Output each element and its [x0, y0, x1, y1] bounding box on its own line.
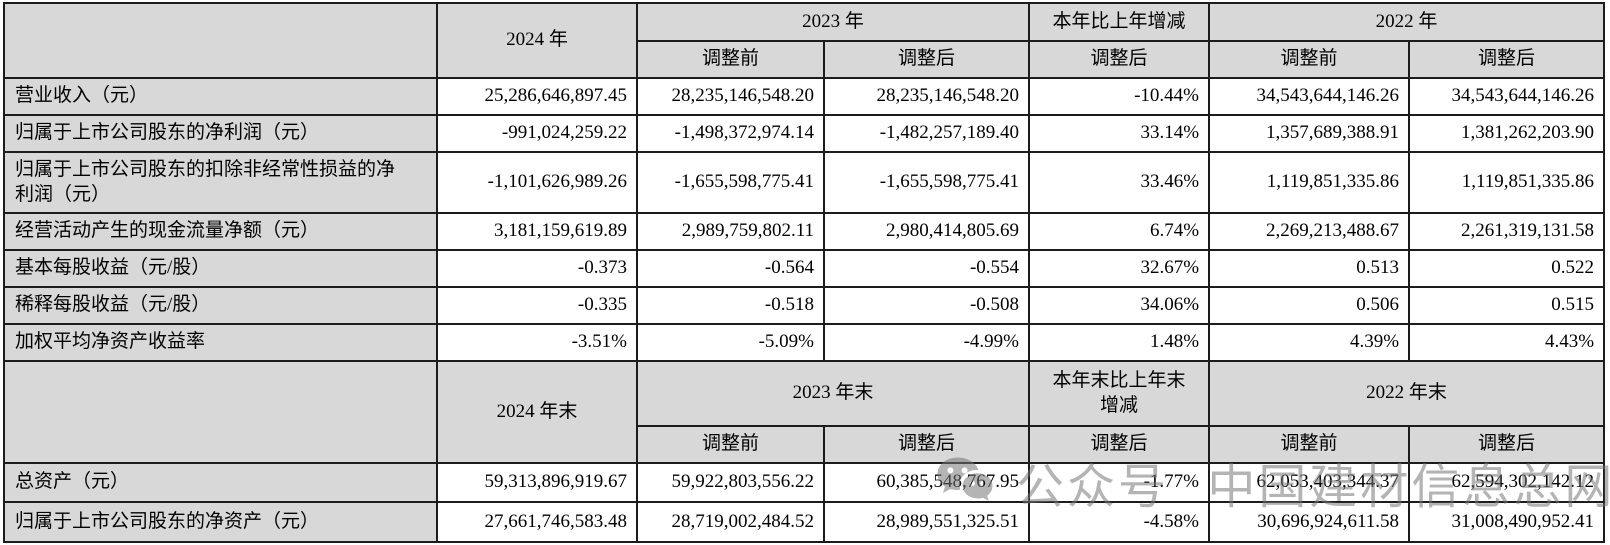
corner-cell	[3, 360, 438, 464]
value-cell: 4.39%	[1208, 323, 1411, 362]
row-label: 归属于上市公司股东的净利润（元）	[3, 114, 438, 153]
col-header-2022-end: 2022 年末	[1208, 360, 1606, 427]
table-row-revenue: 营业收入（元） 25,286,646,897.45 28,235,146,548…	[3, 77, 1606, 116]
header-row-years: 2024 年 2023 年 本年比上年增减 2022 年	[3, 2, 1606, 79]
subheader-2023-after: 调整后	[822, 40, 1031, 79]
row-label: 基本每股收益（元/股）	[3, 249, 438, 288]
value-cell: 31,008,490,952.41	[1408, 501, 1606, 543]
value-cell: 62,594,302,142.12	[1408, 462, 1606, 503]
value-cell: -5.09%	[636, 323, 825, 362]
value-cell: 2,980,414,805.69	[822, 212, 1031, 251]
value-cell: -1.77%	[1028, 462, 1211, 503]
value-cell: -3.51%	[436, 323, 638, 362]
value-cell: 1,357,689,388.91	[1208, 114, 1411, 153]
value-cell: -1,101,626,989.26	[436, 151, 638, 214]
col-header-2024: 2024 年	[436, 2, 638, 79]
row-label: 营业收入（元）	[3, 77, 438, 116]
value-cell: 1,119,851,335.86	[1208, 151, 1411, 214]
value-cell: 27,661,746,583.48	[436, 501, 638, 543]
col-header-yearend-change: 本年末比上年末 增减	[1028, 360, 1211, 427]
col-header-2023-end: 2023 年末	[635, 360, 1031, 427]
value-cell: 0.506	[1208, 286, 1411, 325]
table-row-net-assets: 归属于上市公司股东的净资产（元） 27,661,746,583.48 28,71…	[3, 501, 1606, 543]
value-cell: 1.48%	[1028, 323, 1211, 362]
header-row-yearend: 2024 年末 2023 年末 本年末比上年末 增减 2022 年末	[3, 360, 1606, 464]
table-row-operating-cash-flow: 经营活动产生的现金流量净额（元） 3,181,159,619.89 2,989,…	[3, 212, 1606, 251]
col-header-change: 本年比上年增减	[1028, 2, 1211, 42]
value-cell: -0.564	[636, 249, 825, 288]
subheader-2022-after: 调整后	[1408, 40, 1606, 79]
table-row-net-profit-excl-nonrecurring: 归属于上市公司股东的扣除非经常性损益的净 利润（元） -1,101,626,98…	[3, 151, 1606, 214]
value-cell: 0.522	[1408, 249, 1606, 288]
value-cell: 30,696,924,611.58	[1208, 501, 1411, 543]
value-cell: 25,286,646,897.45	[436, 77, 638, 116]
value-cell: 2,269,213,488.67	[1208, 212, 1411, 251]
subheader-2023-before: 调整前	[636, 40, 825, 79]
row-label: 经营活动产生的现金流量净额（元）	[3, 212, 438, 251]
value-cell: 1,381,262,203.90	[1408, 114, 1606, 153]
value-cell: -4.58%	[1028, 501, 1211, 543]
value-cell: 28,989,551,325.51	[822, 501, 1031, 543]
header-row-adjust: 调整前 调整后 调整后 调整前 调整后	[4, 40, 1606, 79]
value-cell: 3,181,159,619.89	[436, 212, 638, 251]
value-cell: 33.46%	[1028, 151, 1211, 214]
value-cell: 32.67%	[1028, 249, 1211, 288]
value-cell: -10.44%	[1028, 77, 1211, 116]
value-cell: -991,024,259.22	[436, 114, 638, 153]
value-cell: 28,719,002,484.52	[636, 501, 825, 543]
value-cell: 34,543,644,146.26	[1408, 77, 1606, 116]
header-row-adjust-2: 调整前 调整后 调整后 调整前 调整后	[4, 425, 1606, 464]
value-cell: 60,385,548,767.95	[822, 462, 1031, 503]
value-cell: 1,119,851,335.86	[1408, 151, 1606, 214]
value-cell: 62,053,403,344.37	[1208, 462, 1411, 503]
value-cell: -1,655,598,775.41	[636, 151, 825, 214]
value-cell: 59,313,896,919.67	[436, 462, 638, 503]
value-cell: 2,989,759,802.11	[636, 212, 825, 251]
row-label: 归属于上市公司股东的净资产（元）	[3, 501, 438, 543]
subheader-2023end-before: 调整前	[636, 425, 825, 464]
corner-cell	[3, 2, 438, 79]
value-cell: 28,235,146,548.20	[822, 77, 1031, 116]
value-cell: 0.513	[1208, 249, 1411, 288]
table-row-total-assets: 总资产（元） 59,313,896,919.67 59,922,803,556.…	[3, 462, 1606, 503]
value-cell: 28,235,146,548.20	[636, 77, 825, 116]
value-cell: -0.335	[436, 286, 638, 325]
value-cell: -1,655,598,775.41	[822, 151, 1031, 214]
value-cell: 2,261,319,131.58	[1408, 212, 1606, 251]
row-label: 加权平均净资产收益率	[3, 323, 438, 362]
value-cell: 34,543,644,146.26	[1208, 77, 1411, 116]
value-cell: -4.99%	[822, 323, 1031, 362]
table-row-net-profit: 归属于上市公司股东的净利润（元） -991,024,259.22 -1,498,…	[3, 114, 1606, 153]
col-header-2023: 2023 年	[635, 2, 1031, 42]
row-label: 归属于上市公司股东的扣除非经常性损益的净 利润（元）	[3, 151, 438, 214]
row-label: 稀释每股收益（元/股）	[3, 286, 438, 325]
value-cell: 33.14%	[1028, 114, 1211, 153]
value-cell: -0.373	[436, 249, 638, 288]
subheader-change-after-2: 调整后	[1028, 425, 1211, 464]
subheader-2023end-after: 调整后	[822, 425, 1031, 464]
value-cell: 59,922,803,556.22	[636, 462, 825, 503]
table-row-diluted-eps: 稀释每股收益（元/股） -0.335 -0.518 -0.508 34.06% …	[3, 286, 1606, 325]
value-cell: 4.43%	[1408, 323, 1606, 362]
value-cell: -0.518	[636, 286, 825, 325]
value-cell: 0.515	[1408, 286, 1606, 325]
value-cell: -0.508	[822, 286, 1031, 325]
row-label: 总资产（元）	[3, 462, 438, 503]
value-cell: 6.74%	[1028, 212, 1211, 251]
subheader-change-after: 调整后	[1028, 40, 1211, 79]
col-header-2022: 2022 年	[1208, 2, 1606, 42]
col-header-2024-end: 2024 年末	[436, 360, 638, 464]
value-cell: 34.06%	[1028, 286, 1211, 325]
table-row-weighted-avg-roe: 加权平均净资产收益率 -3.51% -5.09% -4.99% 1.48% 4.…	[3, 323, 1606, 362]
value-cell: -1,482,257,189.40	[822, 114, 1031, 153]
key-financials-table: 2024 年 2023 年 本年比上年增减 2022 年 调整前 调整后 调整后…	[3, 2, 1606, 543]
value-cell: -0.554	[822, 249, 1031, 288]
subheader-2022end-after: 调整后	[1408, 425, 1606, 464]
table-row-basic-eps: 基本每股收益（元/股） -0.373 -0.564 -0.554 32.67% …	[3, 249, 1606, 288]
subheader-2022-before: 调整前	[1208, 40, 1411, 79]
value-cell: -1,498,372,974.14	[636, 114, 825, 153]
subheader-2022end-before: 调整前	[1208, 425, 1411, 464]
